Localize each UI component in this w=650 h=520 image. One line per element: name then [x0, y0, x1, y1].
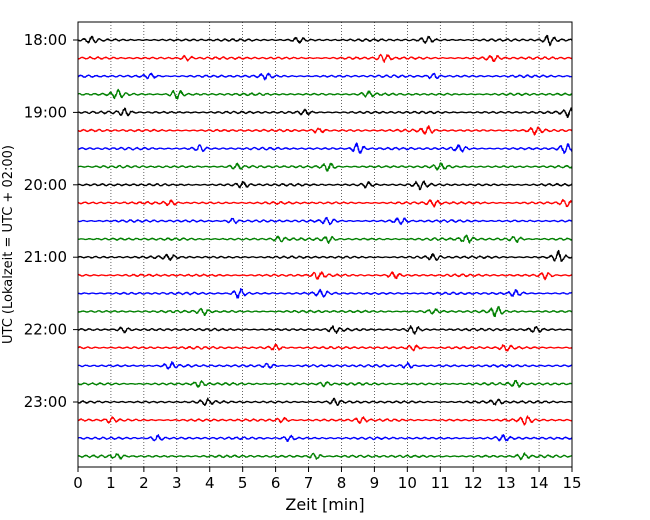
x-tick-label: 0 — [73, 474, 83, 492]
trace-15 — [77, 305, 573, 318]
trace-18 — [77, 361, 573, 370]
y-tick-label: 18:00 — [24, 31, 67, 49]
trace-11 — [77, 234, 573, 244]
x-tick-label: 10 — [398, 474, 417, 492]
x-tick-label: 5 — [238, 474, 248, 492]
x-tick-label: 11 — [431, 474, 450, 492]
x-tick-label: 3 — [172, 474, 182, 492]
trace-2 — [77, 72, 573, 81]
trace-23 — [77, 452, 573, 461]
x-tick-label: 7 — [304, 474, 314, 492]
trace-5 — [77, 125, 573, 136]
trace-17 — [77, 343, 573, 352]
axis-ticks: 0 1 2 3 4 5 6 7 8 9 10 11 12 13 14 1518:0019:0020:0021:… — [24, 31, 582, 492]
x-tick-label: 9 — [370, 474, 380, 492]
trace-22 — [77, 434, 573, 443]
x-tick-label: 1 — [106, 474, 116, 492]
plot-frame — [77, 21, 573, 468]
x-tick-label: 13 — [497, 474, 516, 492]
trace-7 — [77, 162, 573, 172]
grid-lines — [110, 22, 540, 467]
trace-series — [77, 34, 573, 461]
x-tick-label: 15 — [562, 474, 581, 492]
x-tick-label: 2 — [139, 474, 149, 492]
y-tick-label: 23:00 — [24, 393, 67, 411]
y-tick-label: 19:00 — [24, 103, 67, 121]
x-tick-label: 14 — [530, 474, 549, 492]
trace-20 — [77, 397, 573, 407]
trace-4 — [77, 107, 573, 119]
trace-3 — [77, 88, 573, 100]
trace-10 — [77, 216, 573, 226]
trace-13 — [77, 271, 573, 281]
trace-14 — [77, 288, 573, 299]
trace-21 — [77, 415, 573, 426]
x-tick-label: 8 — [337, 474, 347, 492]
y-tick-label: 20:00 — [24, 176, 67, 194]
trace-9 — [77, 198, 573, 208]
trace-1 — [77, 53, 573, 63]
trace-8 — [77, 180, 573, 191]
trace-19 — [77, 379, 573, 388]
x-axis-label: Zeit [min] — [285, 495, 364, 514]
y-axis-label: UTC (Lokalzeit = UTC + 02:00) — [1, 145, 16, 344]
x-tick-label: 12 — [464, 474, 483, 492]
trace-6 — [77, 142, 573, 155]
y-tick-label: 21:00 — [24, 248, 67, 266]
trace-16 — [77, 325, 573, 335]
x-tick-label: 6 — [271, 474, 281, 492]
x-tick-label: 4 — [205, 474, 215, 492]
trace-12 — [77, 249, 573, 262]
y-tick-label: 22:00 — [24, 321, 67, 339]
trace-0 — [77, 34, 573, 47]
